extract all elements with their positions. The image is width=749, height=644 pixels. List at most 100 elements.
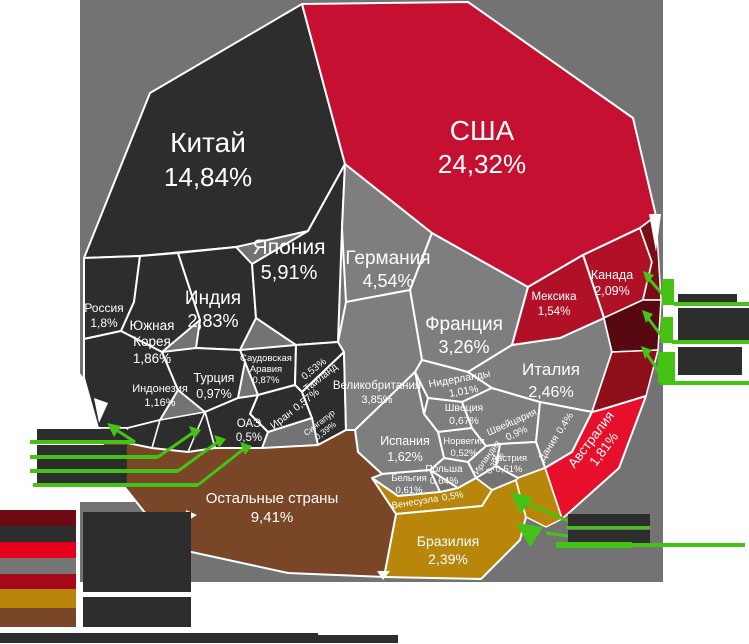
callout-underline-left-2 <box>30 455 158 459</box>
cell-india <box>177 246 257 351</box>
caption-bar <box>0 633 398 643</box>
value-mexico: 1,54% <box>538 306 571 318</box>
label-belgium: Бельгия <box>391 473 427 484</box>
label-saudi-1: Саудовская <box>240 353 292 364</box>
callout-underline-left-1 <box>30 440 135 444</box>
arrowhead-left-4 <box>240 442 252 455</box>
label-uk: Великобритания <box>333 380 421 392</box>
label-rest-of-world: Остальные страны <box>206 490 338 507</box>
value-uk: 3,85% <box>361 394 392 406</box>
legend-swatch-6 <box>0 589 76 608</box>
value-turkey: 0,97% <box>196 387 231 401</box>
label-japan: Япония <box>253 236 326 259</box>
label-turkey: Турция <box>194 371 235 385</box>
value-russia: 1,8% <box>90 316 118 330</box>
callout-underline-bottom-2b <box>630 543 745 547</box>
label-russia: Россия <box>84 301 123 315</box>
label-south-korea-2: Корея <box>133 334 171 349</box>
value-usa: 24,32% <box>438 149 526 179</box>
arrowhead-bottom-2 <box>516 523 543 547</box>
arrow-bar-right-1 <box>662 279 674 305</box>
arrowhead-left-1 <box>107 423 121 437</box>
label-austria: Австрия <box>491 453 527 464</box>
value-japan: 5,91% <box>261 262 318 284</box>
value-south-korea: 1,86% <box>133 351 171 366</box>
legend-swatch-7 <box>0 608 76 627</box>
arrow-line-bottom-2 <box>545 531 569 538</box>
callout-underline-right-1 <box>674 302 749 306</box>
caption-bar-tail <box>318 635 398 643</box>
white-arrow-right-edge <box>649 214 661 252</box>
callout-box-left-4 <box>37 473 127 486</box>
map-labels: Китай 14,84% США 24,32% Япония 5,91% Гер… <box>84 115 633 567</box>
label-spain: Испания <box>380 434 430 448</box>
left-callouts <box>30 423 252 487</box>
callout-box-right-2 <box>678 308 749 340</box>
arrow-line-left-4 <box>197 446 246 487</box>
caption-bar-main <box>0 633 318 643</box>
group-asia <box>83 3 347 453</box>
arrow-line-right-2 <box>646 317 665 339</box>
value-uae: 0,5% <box>236 432 262 444</box>
arrowhead-right-2 <box>642 310 653 323</box>
value-rest-of-world: 9,41% <box>251 509 294 526</box>
legend-swatch-4 <box>0 558 76 574</box>
callout-underline-bottom-1 <box>566 526 650 529</box>
arrow-line-bottom-1 <box>525 501 569 523</box>
callout-underline-right-3 <box>660 381 749 385</box>
label-germany: Германия <box>345 248 430 269</box>
label-italy: Италия <box>522 360 580 379</box>
legend-swatch-1 <box>0 510 76 526</box>
cell-ireland <box>467 443 501 479</box>
arrow-bar-right-3 <box>658 352 675 383</box>
label-saudi-2: Аравия <box>250 364 282 375</box>
cell-mexico <box>511 254 605 346</box>
value-china: 14,84% <box>164 162 252 192</box>
label-india: Индия <box>185 288 241 309</box>
value-belgium: 0,61% <box>396 485 423 496</box>
value-netherlands: 1,01% <box>448 383 479 400</box>
arrowhead-right-1 <box>643 271 654 284</box>
arrowhead-left-2 <box>189 426 201 439</box>
cell-turkey <box>161 347 246 413</box>
arrow-line-left-3 <box>177 439 220 473</box>
callout-underline-left-4 <box>33 483 198 487</box>
label-poland: Польша <box>425 464 463 475</box>
label-brazil: Бразилия <box>417 533 479 549</box>
label-canada: Канада <box>591 268 633 282</box>
arrowhead-right-3 <box>641 346 652 359</box>
callout-box-left-1 <box>37 429 127 442</box>
callout-underline-bottom-2a <box>556 542 632 548</box>
callout-box-bottom-1 <box>568 514 650 527</box>
arrow-line-left-1 <box>114 427 136 444</box>
label-south-korea-1: Южная <box>130 318 175 333</box>
callout-underline-right-2 <box>672 340 749 344</box>
value-brazil: 2,39% <box>428 551 468 567</box>
label-france: Франция <box>425 314 503 335</box>
value-poland: 0,64% <box>430 476 458 487</box>
value-sweden: 0,67% <box>449 415 479 427</box>
callout-box-left-2 <box>37 445 127 458</box>
legend-text-box-small <box>83 597 191 627</box>
value-canada: 2,09% <box>594 284 629 298</box>
value-austria: 0,51% <box>496 464 523 475</box>
value-saudi: 0,87% <box>253 375 280 386</box>
white-arrow-bottom <box>377 571 390 580</box>
value-italy: 2,46% <box>528 384 573 401</box>
legend-text-box <box>83 512 191 592</box>
callout-box-right-1 <box>678 294 737 304</box>
value-spain: 1,62% <box>387 450 422 464</box>
arrow-bar-right-2 <box>661 317 673 343</box>
label-usa: США <box>450 115 515 146</box>
white-arrow-left-tip <box>94 398 108 423</box>
value-indonesia: 1,16% <box>144 397 175 409</box>
legend-swatch-3 <box>0 542 76 558</box>
value-france: 3,26% <box>438 337 489 357</box>
bottom-callouts <box>510 492 745 548</box>
value-germany: 4,54% <box>362 271 413 291</box>
value-india: 2,83% <box>187 311 238 331</box>
label-uae: ОАЭ <box>237 418 261 430</box>
label-sweden: Швеция <box>445 402 484 414</box>
callout-underline-left-3 <box>30 469 178 473</box>
